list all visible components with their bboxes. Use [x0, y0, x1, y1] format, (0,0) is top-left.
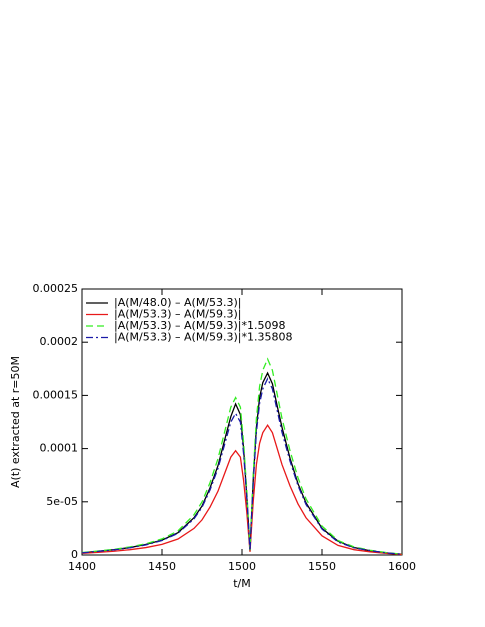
x-tick-label: 1450 — [148, 560, 176, 573]
x-tick-label: 1500 — [228, 560, 256, 573]
y-tick-label: 0.00015 — [33, 388, 79, 401]
x-axis-label: t/M — [233, 577, 251, 590]
y-axis-label: A(t) extracted at r=50M — [9, 356, 22, 488]
x-tick-label: 1400 — [68, 560, 96, 573]
y-tick-label: 0.0001 — [40, 442, 79, 455]
line-series — [81, 357, 403, 555]
legend-label: |A(M/53.3) – A(M/59.3)| — [114, 308, 242, 321]
legend-label: |A(M/53.3) – A(M/59.3)|*1.35808 — [114, 331, 293, 344]
line-series — [81, 371, 403, 555]
legend-label: |A(M/48.0) – A(M/53.3)| — [114, 296, 242, 309]
y-tick-label: 5e-05 — [46, 495, 78, 508]
y-tick-label: 0.0002 — [40, 335, 79, 348]
x-tick-label: 1550 — [308, 560, 336, 573]
x-tick-label: 1600 — [388, 560, 416, 573]
legend-label: |A(M/53.3) – A(M/59.3)|*1.5098 — [114, 319, 286, 332]
y-tick-label: 0 — [71, 548, 78, 561]
line-series — [81, 377, 403, 555]
y-tick-label: 0.00025 — [33, 282, 79, 295]
line-series — [81, 423, 403, 556]
